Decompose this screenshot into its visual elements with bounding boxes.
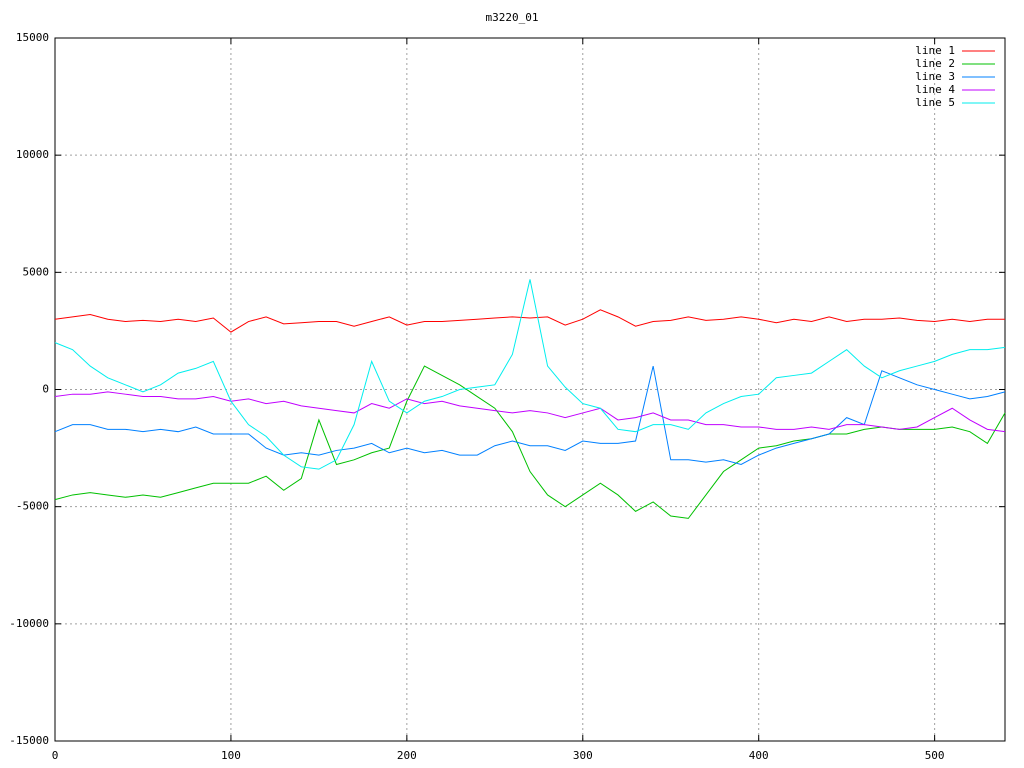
x-tick-label: 500 — [925, 749, 945, 762]
y-tick-label: -10000 — [9, 617, 49, 630]
plot-frame — [54, 37, 1006, 742]
data-line — [54, 391, 1006, 433]
legend-label: line 4 — [915, 83, 955, 96]
legend-label: line 2 — [915, 57, 955, 70]
y-tick-label: 15000 — [16, 31, 49, 44]
chart-title: m3220_01 — [486, 11, 539, 24]
y-tick-label: -5000 — [16, 500, 49, 513]
y-tick-label: 5000 — [23, 265, 50, 278]
x-tick-label: 100 — [221, 749, 241, 762]
data-line — [54, 365, 1006, 519]
x-tick-label: 400 — [749, 749, 769, 762]
data-line — [54, 279, 1006, 470]
x-tick-label: 200 — [397, 749, 417, 762]
y-tick-label: 0 — [42, 383, 49, 396]
x-tick-label: 0 — [52, 749, 59, 762]
legend-label: line 5 — [915, 96, 955, 109]
y-tick-label: 10000 — [16, 148, 49, 161]
legend-label: line 3 — [915, 70, 955, 83]
y-tick-label: -15000 — [9, 734, 49, 747]
x-tick-label: 300 — [573, 749, 593, 762]
legend-label: line 1 — [915, 44, 955, 57]
data-line — [54, 365, 1006, 466]
data-line — [54, 309, 1005, 333]
